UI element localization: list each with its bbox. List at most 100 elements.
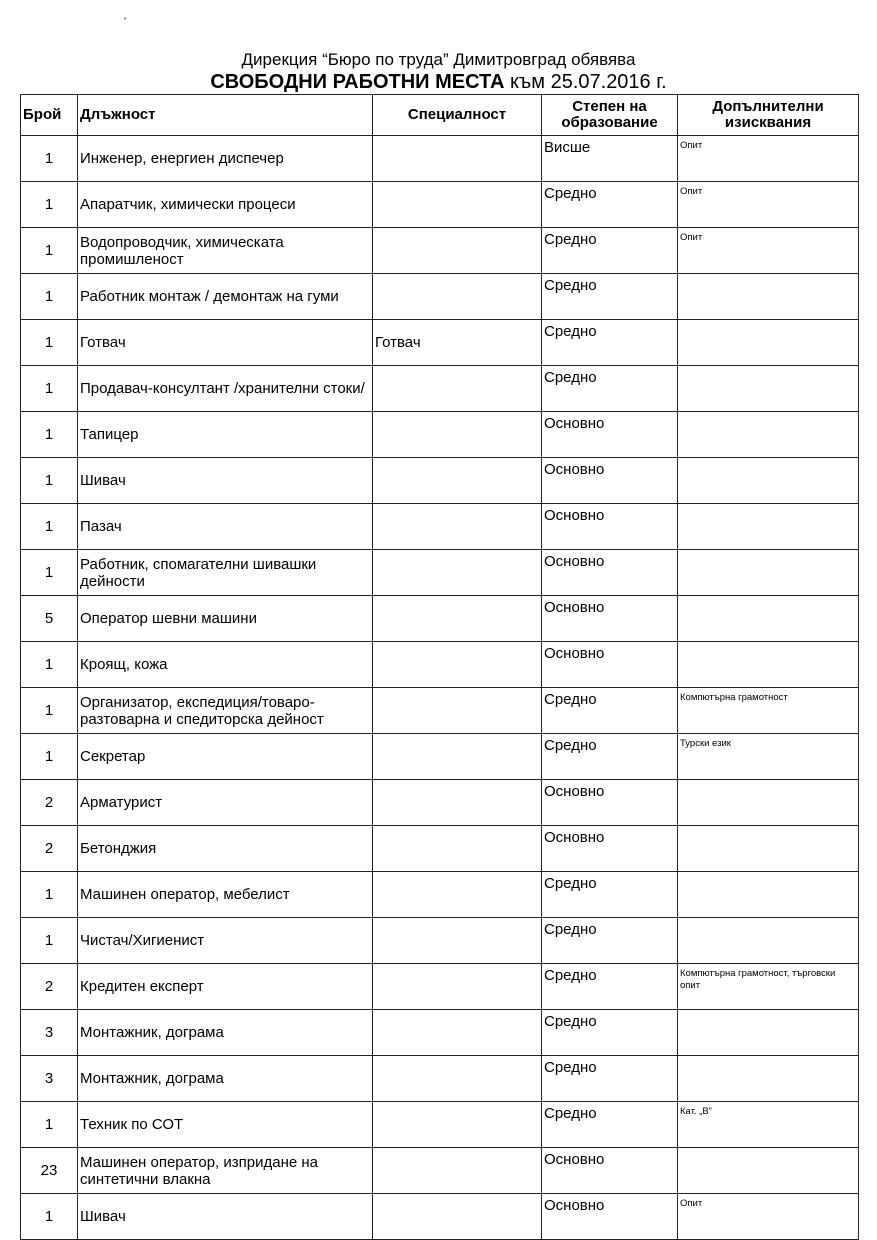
cell-education: Основно xyxy=(541,825,678,872)
cell-count: 1 xyxy=(20,319,78,366)
cell-extra xyxy=(677,503,859,550)
cell-education: Средно xyxy=(541,963,678,1010)
cell-specialty: Готвач xyxy=(372,319,542,366)
cell-position: Инженер, енергиен диспечер xyxy=(77,135,373,182)
cell-count: 5 xyxy=(20,595,78,642)
table-row: 1 Чистач/Хигиенист Средно xyxy=(20,917,859,964)
cell-count: 1 xyxy=(20,365,78,412)
cell-extra: Опит xyxy=(677,1193,859,1240)
cell-count: 23 xyxy=(20,1147,78,1194)
cell-count: 1 xyxy=(20,1101,78,1148)
table-row: 2 Бетонджия Основно xyxy=(20,825,859,872)
cell-specialty xyxy=(372,1147,542,1194)
table-row: 1 Машинен оператор, мебелист Средно xyxy=(20,871,859,918)
cell-count: 3 xyxy=(20,1009,78,1056)
table-row: 2 Кредитен експерт Средно Компютърна грамот… xyxy=(20,963,859,1010)
cell-education: Средно xyxy=(541,319,678,366)
cell-position: Организатор, експедиция/товаро-разтоварн… xyxy=(77,687,373,734)
table-row: 1 Шивач Основно xyxy=(20,457,859,504)
cell-extra xyxy=(677,917,859,964)
cell-education: Основно xyxy=(541,549,678,596)
cell-extra xyxy=(677,457,859,504)
table-row: 1 Работник, спомагателни шивашки дейности… xyxy=(20,549,859,596)
table-row: 2 Арматурист Основно xyxy=(20,779,859,826)
cell-specialty xyxy=(372,641,542,688)
cell-position: Машинен оператор, мебелист xyxy=(77,871,373,918)
cell-count: 1 xyxy=(20,503,78,550)
table-row: 1 Кроящ, кожа Основно xyxy=(20,641,859,688)
cell-extra: Компютърна грамотност xyxy=(677,687,859,734)
title-bold: СВОБОДНИ РАБОТНИ МЕСТА xyxy=(210,71,505,93)
cell-education: Основно xyxy=(541,503,678,550)
col-count: Брой xyxy=(20,94,78,136)
cell-extra: Опит xyxy=(677,135,859,182)
header-line: Дирекция “Бюро по труда” Димитровград об… xyxy=(241,50,636,69)
cell-position: Работник, спомагателни шивашки дейности xyxy=(77,549,373,596)
table-row: 1 Продавач-консултант /хранителни стоки/С… xyxy=(20,365,859,412)
cell-education: Основно xyxy=(541,779,678,826)
cell-position: Кредитен експерт xyxy=(77,963,373,1010)
cell-position: Техник по СОТ xyxy=(77,1101,373,1148)
table-row: 1 Готвач Готвач Средно xyxy=(20,319,859,366)
cell-extra xyxy=(677,1147,859,1194)
cell-count: 1 xyxy=(20,733,78,780)
cell-specialty xyxy=(372,365,542,412)
cell-count: 1 xyxy=(20,871,78,918)
table-row: 1 Работник монтаж / демонтаж на гуми Средн… xyxy=(20,273,859,320)
cell-education: Средно xyxy=(541,273,678,320)
cell-specialty xyxy=(372,733,542,780)
cell-extra xyxy=(677,825,859,872)
cell-specialty xyxy=(372,595,542,642)
cell-education: Средно xyxy=(541,917,678,964)
cell-position: Монтажник, дограма xyxy=(77,1009,373,1056)
cell-specialty xyxy=(372,687,542,734)
table-row: 3 Монтажник, дограма Средно xyxy=(20,1009,859,1056)
cell-extra xyxy=(677,549,859,596)
cell-count: 3 xyxy=(20,1055,78,1102)
cell-position: Работник монтаж / демонтаж на гуми xyxy=(77,273,373,320)
cell-count: 1 xyxy=(20,1193,78,1240)
cell-position: Оператор шевни машини xyxy=(77,595,373,642)
cell-extra xyxy=(677,365,859,412)
cell-count: 1 xyxy=(20,273,78,320)
cell-extra: Опит xyxy=(677,227,859,274)
cell-specialty xyxy=(372,503,542,550)
cell-specialty xyxy=(372,779,542,826)
cell-extra xyxy=(677,641,859,688)
cell-position: Монтажник, дограма xyxy=(77,1055,373,1102)
cell-education: Средно xyxy=(541,1055,678,1102)
cell-count: 1 xyxy=(20,917,78,964)
table-row: 1 Водопроводчик, химическата промишленост… xyxy=(20,227,859,274)
cell-education: Средно xyxy=(541,871,678,918)
cell-specialty xyxy=(372,917,542,964)
cell-education: Основно xyxy=(541,1147,678,1194)
title-date: към 25.07.2016 г. xyxy=(504,71,667,93)
table-row: 1 Пазач Основно xyxy=(20,503,859,550)
cell-extra xyxy=(677,779,859,826)
cell-specialty xyxy=(372,1055,542,1102)
cell-specialty xyxy=(372,1009,542,1056)
cell-education: Средно xyxy=(541,227,678,274)
cell-education: Средно xyxy=(541,1009,678,1056)
cell-education: Основно xyxy=(541,411,678,458)
cell-position: Шивач xyxy=(77,1193,373,1240)
cell-count: 2 xyxy=(20,779,78,826)
cell-extra: Опит xyxy=(677,181,859,228)
cell-position: Продавач-консултант /хранителни стоки/ xyxy=(77,365,373,412)
table-row: 1 Инженер, енергиен диспечер Висше Опит xyxy=(20,135,859,182)
cell-specialty xyxy=(372,181,542,228)
cell-position: Тапицер xyxy=(77,411,373,458)
cell-specialty xyxy=(372,1101,542,1148)
cell-position: Чистач/Хигиенист xyxy=(77,917,373,964)
cell-specialty xyxy=(372,963,542,1010)
cell-extra xyxy=(677,1055,859,1102)
col-education: Степен на образование xyxy=(541,94,678,136)
cell-specialty xyxy=(372,135,542,182)
table-row: 1 Тапицер Основно xyxy=(20,411,859,458)
cell-extra xyxy=(677,411,859,458)
cell-count: 1 xyxy=(20,411,78,458)
cell-position: Водопроводчик, химическата промишленост xyxy=(77,227,373,274)
cell-extra xyxy=(677,871,859,918)
cell-specialty xyxy=(372,825,542,872)
